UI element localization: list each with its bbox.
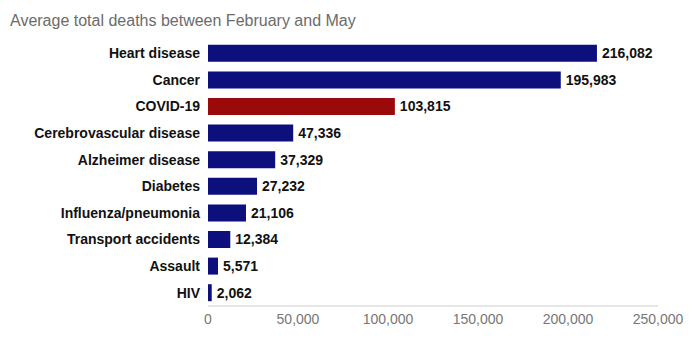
- svg-text:150,000: 150,000: [453, 311, 504, 327]
- svg-text:Influenza/pneumonia: Influenza/pneumonia: [61, 205, 200, 221]
- svg-text:HIV: HIV: [177, 285, 201, 301]
- svg-text:0: 0: [204, 311, 212, 327]
- svg-text:37,329: 37,329: [280, 152, 323, 168]
- svg-text:Alzheimer disease: Alzheimer disease: [78, 152, 200, 168]
- svg-text:5,571: 5,571: [223, 258, 258, 274]
- svg-text:COVID-19: COVID-19: [135, 98, 200, 114]
- svg-text:27,232: 27,232: [262, 178, 305, 194]
- svg-text:200,000: 200,000: [543, 311, 594, 327]
- svg-text:2,062: 2,062: [217, 285, 252, 301]
- svg-text:Transport accidents: Transport accidents: [67, 231, 200, 247]
- svg-text:Assault: Assault: [149, 258, 200, 274]
- svg-text:100,000: 100,000: [363, 311, 414, 327]
- svg-text:195,983: 195,983: [566, 72, 617, 88]
- svg-text:Heart disease: Heart disease: [109, 45, 200, 61]
- svg-text:103,815: 103,815: [400, 98, 451, 114]
- html-text:Average total deaths between F: Average total deaths between February an…: [10, 12, 356, 29]
- svg-text:50,000: 50,000: [277, 311, 320, 327]
- svg-text:47,336: 47,336: [298, 125, 341, 141]
- svg-text:Cancer: Cancer: [153, 72, 201, 88]
- svg-text:12,384: 12,384: [235, 231, 278, 247]
- svg-text:Cerebrovascular disease: Cerebrovascular disease: [34, 125, 200, 141]
- svg-text:21,106: 21,106: [251, 205, 294, 221]
- svg-text:250,000: 250,000: [633, 311, 684, 327]
- svg-text:Diabetes: Diabetes: [142, 178, 201, 194]
- svg-text:216,082: 216,082: [602, 45, 653, 61]
